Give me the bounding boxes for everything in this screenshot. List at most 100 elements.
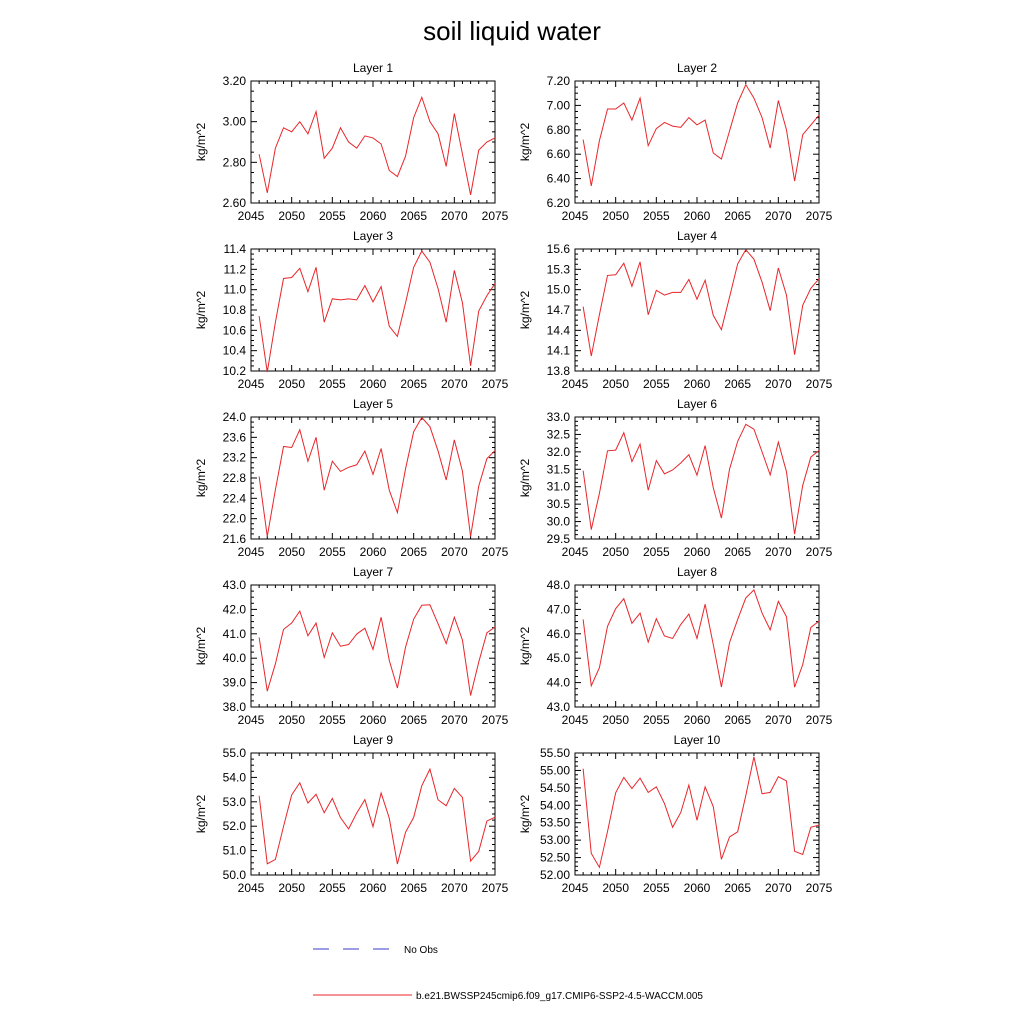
x-tick-label: 2055	[643, 377, 670, 391]
panel-title: Layer 2	[677, 61, 717, 75]
x-tick-label: 2065	[724, 545, 751, 559]
x-tick-label: 2050	[602, 881, 629, 895]
x-tick-label: 2075	[806, 209, 833, 223]
y-tick-label: 15.6	[547, 242, 571, 256]
y-tick-label: 6.60	[547, 147, 571, 161]
x-tick-label: 2075	[806, 881, 833, 895]
x-tick-label: 2050	[602, 209, 629, 223]
y-tick-label: 10.6	[223, 323, 247, 337]
x-tick-label: 2055	[643, 209, 670, 223]
plot-frame	[250, 584, 496, 708]
x-tick-label: 2065	[400, 545, 427, 559]
y-tick-label: 31.0	[547, 480, 571, 494]
y-tick-label: 23.2	[223, 451, 247, 465]
x-tick-label: 2055	[319, 881, 346, 895]
x-tick-label: 2065	[724, 377, 751, 391]
y-tick-label: 48.0	[547, 578, 571, 592]
x-tick-label: 2060	[360, 881, 387, 895]
x-tick-label: 2060	[360, 377, 387, 391]
x-tick-label: 2045	[562, 545, 589, 559]
y-tick-label: 31.5	[547, 462, 571, 476]
y-tick-label: 47.0	[547, 602, 571, 616]
y-tick-label: 52.50	[540, 851, 570, 865]
x-tick-label: 2045	[562, 377, 589, 391]
panel-title: Layer 8	[677, 565, 717, 579]
plot-frame	[574, 248, 820, 372]
y-tick-label: 45.0	[547, 651, 571, 665]
plot-frame	[574, 80, 820, 204]
x-tick-label: 2060	[360, 545, 387, 559]
y-tick-label: 10.4	[223, 344, 247, 358]
panel-layer-4: Layer 4 kg/m^2 2045 2050 2055 2060 2065 2070 207…	[518, 229, 833, 391]
y-tick-label: 43.0	[547, 700, 571, 714]
plot-frame	[574, 416, 820, 540]
x-tick-label: 2045	[238, 713, 265, 727]
y-tick-label: 54.00	[540, 798, 570, 812]
y-tick-label: 29.5	[547, 532, 571, 546]
series-line	[582, 83, 820, 187]
y-tick-label: 14.7	[547, 303, 571, 317]
panel-layer-6: Layer 6 kg/m^2 2045 2050 2055 2060 2065 2070 207…	[518, 397, 833, 559]
y-tick-label: 3.00	[223, 115, 247, 129]
y-tick-label: 23.6	[223, 430, 247, 444]
x-tick-label: 2050	[278, 377, 305, 391]
y-tick-label: 7.20	[547, 74, 571, 88]
y-tick-label: 15.0	[547, 283, 571, 297]
panel-title: Layer 6	[677, 397, 717, 411]
y-tick-label: 54.0	[223, 770, 247, 784]
y-tick-label: 2.80	[223, 155, 247, 169]
x-tick-label: 2075	[482, 377, 509, 391]
y-tick-label: 53.00	[540, 833, 570, 847]
legend-no-obs-label: No Obs	[404, 945, 438, 956]
x-tick-label: 2070	[441, 713, 468, 727]
panel-layer-1: Layer 1 kg/m^2 2045 2050 2055 2060 2065 2070 207…	[194, 61, 509, 223]
y-tick-label: 6.20	[547, 196, 571, 210]
y-tick-label: 44.0	[547, 676, 571, 690]
panel-layer-7: Layer 7 kg/m^2 2045 2050 2055 2060 2065 2070 207…	[194, 565, 509, 727]
x-tick-label: 2045	[238, 545, 265, 559]
y-tick-label: 53.0	[223, 795, 247, 809]
plot-frame	[574, 584, 820, 708]
y-tick-label: 14.1	[547, 344, 571, 358]
y-tick-label: 54.50	[540, 781, 570, 795]
y-tick-label: 38.0	[223, 700, 247, 714]
panel-title: Layer 9	[353, 733, 393, 747]
y-axis-label: kg/m^2	[518, 459, 532, 498]
x-tick-label: 2050	[278, 713, 305, 727]
x-tick-label: 2055	[319, 209, 346, 223]
x-tick-label: 2060	[360, 209, 387, 223]
x-tick-label: 2075	[482, 881, 509, 895]
y-tick-label: 50.0	[223, 868, 247, 882]
y-tick-label: 3.20	[223, 74, 247, 88]
x-tick-label: 2055	[319, 545, 346, 559]
panel-grid: Layer 1 kg/m^2 2045 2050 2055 2060 2065 2070 207…	[194, 61, 833, 895]
y-axis-label: kg/m^2	[518, 627, 532, 666]
x-tick-label: 2050	[602, 545, 629, 559]
y-tick-label: 6.80	[547, 123, 571, 137]
y-tick-label: 22.0	[223, 512, 247, 526]
x-tick-label: 2065	[400, 209, 427, 223]
panel-layer-5: Layer 5 kg/m^2 2045 2050 2055 2060 2065 2070 207…	[194, 397, 509, 559]
panel-layer-9: Layer 9 kg/m^2 2045 2050 2055 2060 2065 2070 207…	[194, 733, 509, 895]
series-line	[582, 248, 820, 357]
panel-layer-3: Layer 3 kg/m^2 2045 2050 2055 2060 2065 2070 207…	[194, 229, 509, 391]
legend-model-label: b.e21.BWSSP245cmip6.f09_g17.CMIP6-SSP2-4…	[416, 991, 703, 1002]
y-tick-label: 14.4	[547, 323, 571, 337]
panel-title: Layer 5	[353, 397, 393, 411]
legend: No Obs b.e21.BWSSP245cmip6.f09_g17.CMIP6…	[313, 945, 703, 1002]
x-tick-label: 2070	[441, 209, 468, 223]
y-axis-label: kg/m^2	[194, 291, 208, 330]
y-tick-label: 52.0	[223, 819, 247, 833]
series-line	[258, 95, 496, 195]
series-line	[258, 416, 496, 537]
panel-title: Layer 7	[353, 565, 393, 579]
x-tick-label: 2070	[765, 881, 792, 895]
y-tick-label: 41.0	[223, 627, 247, 641]
x-tick-label: 2075	[806, 377, 833, 391]
panel-layer-10: Layer 10 kg/m^2 2045 2050 2055 2060 2065 2070 20…	[518, 733, 833, 895]
y-tick-label: 39.0	[223, 676, 247, 690]
x-tick-label: 2070	[765, 545, 792, 559]
x-tick-label: 2065	[400, 881, 427, 895]
x-tick-label: 2060	[684, 209, 711, 223]
x-tick-label: 2065	[724, 209, 751, 223]
